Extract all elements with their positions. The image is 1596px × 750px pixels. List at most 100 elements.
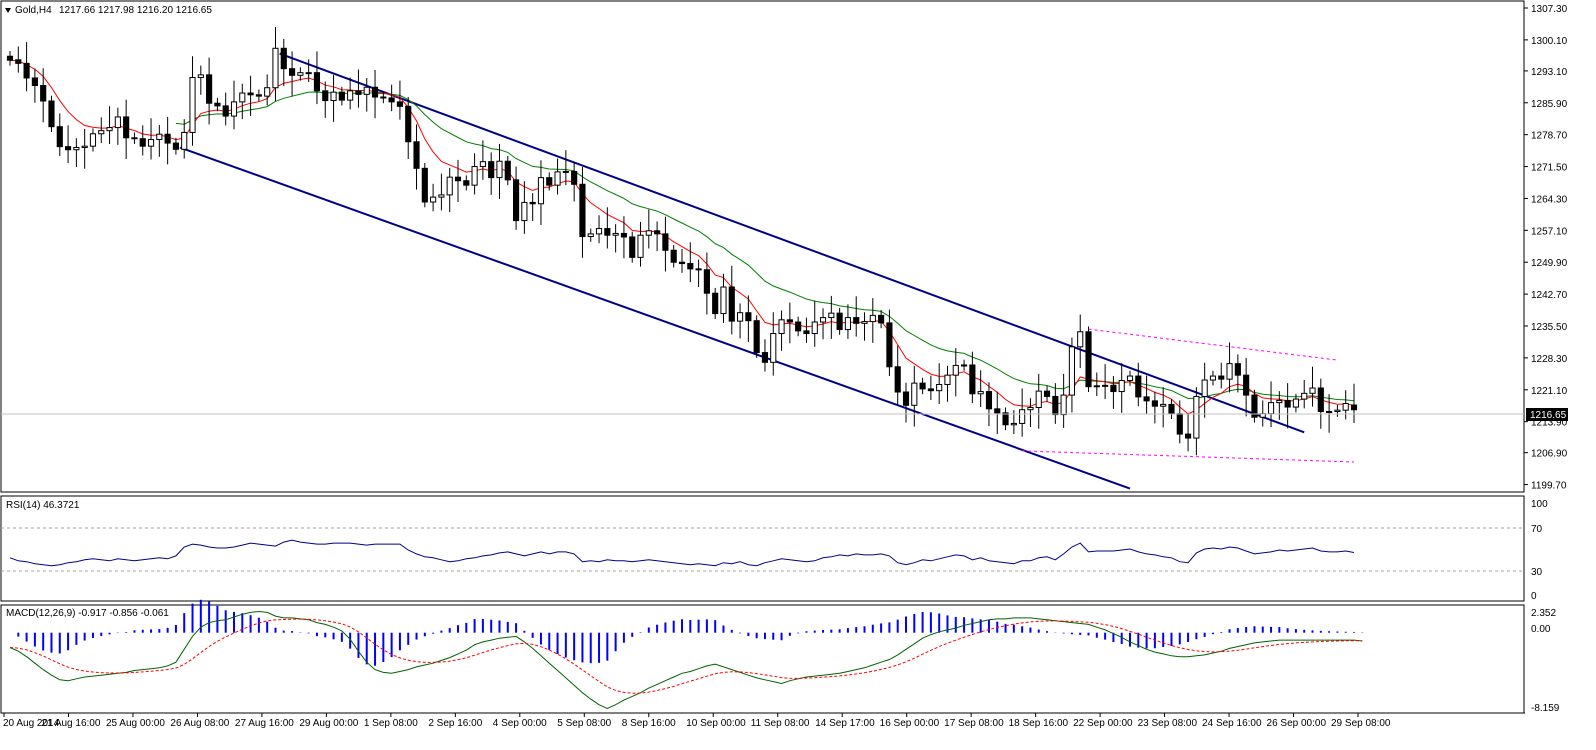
candle-body: [1218, 375, 1225, 380]
candle-body: [15, 59, 22, 64]
candle-body: [595, 228, 603, 235]
macd-label: MACD(12,26,9) -0.917 -0.856 -0.061: [6, 608, 169, 619]
rsi-line: [9, 539, 1355, 567]
candle-body: [197, 74, 204, 79]
candle-body: [844, 317, 851, 331]
macd-pane[interactable]: [0, 604, 1525, 714]
candle-body: [1060, 394, 1067, 416]
candle-body: [853, 317, 860, 324]
candle-body: [1068, 346, 1075, 396]
candle-body: [81, 145, 88, 149]
candle-body: [106, 127, 113, 132]
candle-body: [338, 91, 345, 101]
candle-body: [1176, 413, 1183, 435]
candle-body: [554, 171, 561, 186]
candle-body: [1243, 374, 1250, 396]
ohlc-values: 1217.66 1217.98 1216.20 1216.65: [59, 5, 212, 16]
time-tick-label: 24 Sep 16:00: [1202, 718, 1262, 729]
candle-body: [670, 249, 677, 263]
candle-body: [330, 91, 337, 102]
candle-body: [371, 86, 379, 98]
candle-body: [114, 116, 121, 129]
candle-body: [89, 133, 97, 147]
symbol-timeframe: Gold,H4: [15, 5, 52, 16]
time-tick-label: 16 Sep 00:00: [880, 718, 940, 729]
price-tick-label: 1264.30: [1531, 194, 1568, 205]
price-tick-label: 1206.90: [1531, 449, 1568, 460]
candle-body: [811, 321, 818, 335]
candle-body: [488, 161, 495, 179]
candle-body: [313, 72, 321, 92]
dropdown-triangle-icon[interactable]: [5, 8, 11, 13]
candle-body: [836, 312, 843, 331]
candle-body: [1276, 399, 1283, 404]
candle-body: [687, 263, 694, 270]
candle-body: [1267, 402, 1275, 415]
candle-body: [1168, 403, 1175, 415]
candle-body: [463, 180, 470, 186]
candle-body: [703, 269, 710, 294]
candle-body: [430, 196, 437, 203]
candle-body: [305, 72, 312, 75]
candle-body: [587, 233, 594, 238]
rsi-tick-70: 70: [1531, 524, 1543, 535]
candle-body: [637, 234, 644, 258]
candle-body: [1118, 379, 1125, 393]
ma-fast-line: [9, 59, 1355, 415]
candle-body: [521, 201, 528, 222]
time-tick-label: 8 Sep 16:00: [622, 718, 676, 729]
candle-body: [761, 352, 769, 363]
candle-body: [571, 170, 578, 185]
candle-body: [645, 230, 652, 236]
candle-body: [695, 268, 702, 271]
candle-body: [1093, 385, 1100, 388]
candle-body: [985, 391, 993, 410]
time-tick-label: 1 Sep 08:00: [364, 718, 418, 729]
candle-body: [1002, 412, 1009, 426]
candle-body: [936, 383, 943, 392]
price-tick-label: 1221.10: [1531, 386, 1568, 397]
price-tick-label: 1307.30: [1531, 4, 1568, 15]
candle-body: [1292, 398, 1299, 408]
rsi-tick-30: 30: [1531, 567, 1543, 578]
candle-body: [753, 320, 760, 354]
rsi-pane[interactable]: [0, 495, 1525, 602]
candle-body: [902, 391, 910, 406]
time-tick-label: 17 Sep 08:00: [944, 718, 1004, 729]
candle-body: [23, 62, 30, 79]
candle-body: [73, 147, 80, 151]
candle-body: [886, 322, 893, 368]
candle-body: [546, 177, 553, 186]
candle-body: [380, 96, 387, 99]
candle-body: [355, 90, 362, 95]
price-tick-label: 1271.50: [1531, 163, 1568, 174]
candle-body: [803, 330, 810, 335]
macd-tick-min: -8.159: [1531, 703, 1560, 714]
candle-body: [214, 102, 221, 107]
candle-body: [363, 86, 370, 95]
candle-body: [164, 133, 171, 144]
candle-body: [123, 116, 130, 139]
candle-body: [1284, 399, 1291, 408]
candle-body: [1019, 409, 1026, 424]
price-pane[interactable]: [0, 0, 1525, 493]
candle-body: [828, 312, 835, 319]
channel-lower-line: [179, 146, 1131, 490]
candle-body: [396, 101, 403, 107]
candle-body: [654, 230, 661, 235]
candle-body: [720, 286, 727, 315]
candle-body: [1342, 403, 1349, 411]
candle-body: [280, 47, 287, 70]
candle-body: [770, 333, 777, 363]
candle-body: [1077, 331, 1084, 348]
candle-body: [562, 170, 569, 173]
candle-body: [1126, 375, 1134, 381]
time-tick-label: 5 Sep 08:00: [557, 718, 611, 729]
candle-body: [239, 92, 246, 103]
candle-body: [1027, 407, 1034, 411]
candle-body: [1193, 395, 1200, 439]
time-tick-label: 20 Aug 2014: [3, 718, 60, 729]
candle-body: [1201, 379, 1208, 397]
